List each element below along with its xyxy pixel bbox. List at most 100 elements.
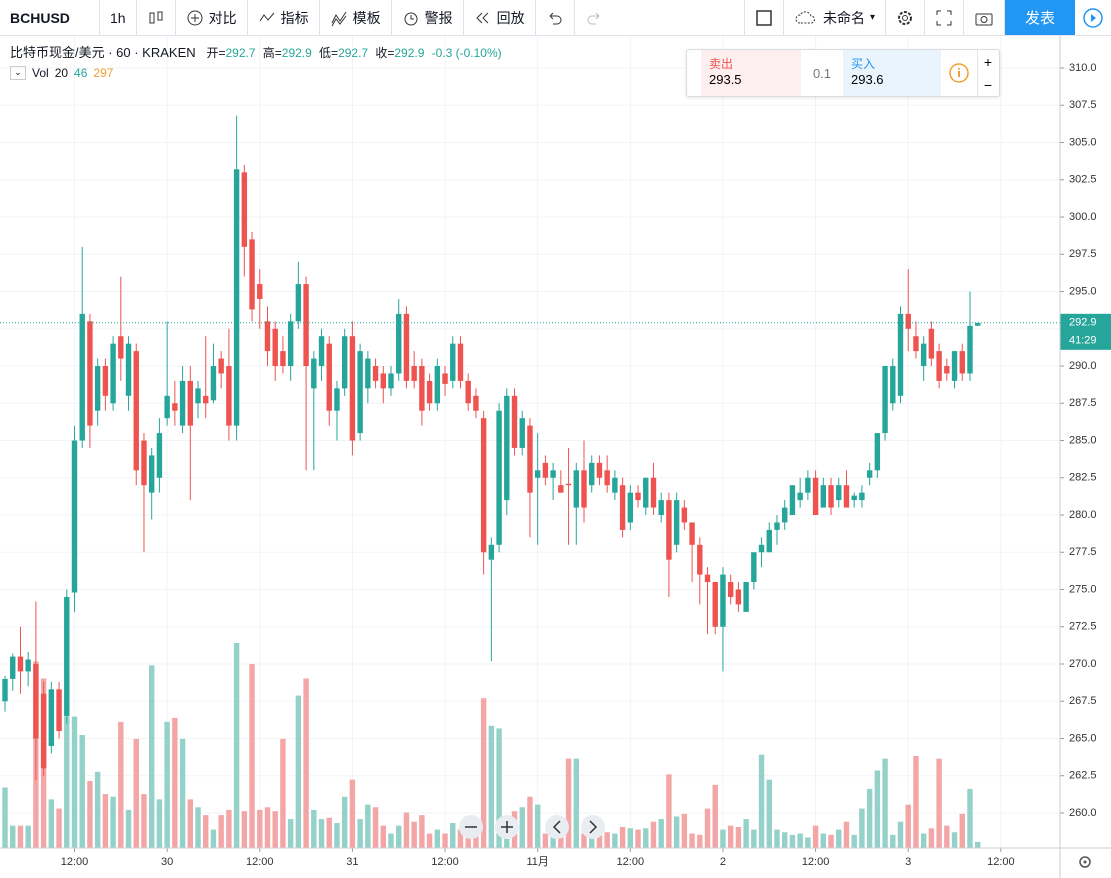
volume-bar — [581, 833, 587, 848]
volume-bar — [573, 758, 579, 848]
candle-body — [836, 485, 842, 501]
collapse-button[interactable]: ⌄ — [10, 66, 26, 80]
y-tick-label: 287.5 — [1069, 397, 1097, 409]
replay[interactable]: 回放 — [464, 0, 536, 35]
volume-bar — [766, 779, 772, 848]
candle-body — [480, 418, 487, 553]
candle-body — [859, 492, 865, 501]
volume-bar — [751, 829, 757, 848]
candle-body — [697, 544, 703, 575]
sell-label: 卖出 — [709, 57, 734, 71]
sell-box[interactable]: 卖出 293.5 — [701, 50, 801, 96]
candle-body — [550, 470, 556, 478]
volume-bar — [944, 825, 950, 848]
alert[interactable]: 警报 — [392, 0, 464, 35]
qty-buttons[interactable]: + − — [977, 50, 998, 96]
play-button[interactable] — [1075, 0, 1111, 35]
templates[interactable]: 模板 — [320, 0, 392, 35]
volume-bar — [210, 829, 217, 848]
low-value: 292.7 — [338, 46, 369, 60]
candle-body — [334, 388, 340, 411]
volume-bar — [403, 812, 410, 848]
candle-body — [411, 366, 417, 381]
candle-body — [141, 440, 147, 486]
candle-body — [133, 351, 139, 471]
x-tick-label: 11月 — [526, 856, 548, 868]
candle-body — [148, 455, 155, 493]
candle-body — [349, 336, 356, 441]
candle-body — [218, 358, 224, 374]
volume-bar — [272, 811, 278, 848]
chart-style[interactable] — [137, 0, 176, 35]
volume-bar — [612, 833, 618, 848]
volume-bar — [542, 833, 549, 848]
volume-bar — [643, 828, 649, 848]
layout-toggle[interactable] — [743, 0, 784, 35]
candle-body — [48, 689, 55, 746]
volume-bar — [426, 833, 433, 848]
candle-body — [179, 380, 186, 426]
candle-body — [573, 470, 579, 508]
volume-bar — [558, 833, 564, 848]
candle-body — [542, 462, 549, 478]
x-tick-label: 12:00 — [987, 856, 1015, 868]
volume-bar — [828, 834, 834, 848]
volume-bar — [172, 717, 178, 848]
y-tick-label: 282.5 — [1069, 472, 1097, 484]
fullscreen[interactable] — [925, 0, 964, 35]
undo[interactable] — [536, 0, 575, 35]
layout-name[interactable]: 未命名 ▾ — [784, 0, 886, 35]
volume-bar — [527, 796, 533, 848]
volume-bar — [758, 754, 765, 848]
settings-icon[interactable] — [1079, 856, 1091, 868]
settings[interactable] — [886, 0, 925, 35]
scroll-left-button[interactable] — [545, 815, 569, 839]
volume-bar — [905, 804, 911, 848]
y-tick-label: 300.0 — [1069, 211, 1097, 223]
candle-body — [295, 284, 302, 322]
indicators[interactable]: 指标 — [248, 0, 320, 35]
volume-bar — [928, 828, 935, 848]
volume-bar — [334, 823, 340, 848]
y-tick-label: 260.0 — [1069, 807, 1097, 819]
publish-button[interactable]: 发表 — [1005, 0, 1075, 35]
candle-body — [287, 321, 294, 367]
x-tick-label: 12:00 — [802, 856, 830, 868]
close-label: 收= — [375, 46, 395, 60]
x-tick-label: 12:00 — [61, 856, 89, 868]
volume-bar — [820, 833, 827, 848]
candle-body — [511, 395, 518, 448]
volume-bar — [396, 825, 402, 848]
candle-body — [820, 485, 827, 508]
candle-body — [365, 358, 371, 389]
volume-bar — [326, 817, 332, 848]
zoom-in-button[interactable] — [495, 815, 519, 839]
candle-body — [519, 418, 525, 448]
candle-body — [357, 351, 363, 434]
volume-bar — [365, 804, 371, 848]
volume-bar — [218, 815, 224, 848]
info-icon[interactable] — [941, 50, 977, 96]
compare[interactable]: 对比 — [176, 0, 248, 35]
zoom-out-button[interactable] — [459, 815, 483, 839]
y-tick-label: 295.0 — [1069, 285, 1097, 297]
volume-bar — [17, 825, 24, 848]
candle-body — [403, 313, 410, 381]
legend: 比特币现金/美元 · 60 · KRAKEN 开=292.7 高=292.9 低… — [10, 42, 502, 61]
volume-bar — [859, 808, 865, 848]
scroll-right-button[interactable] — [581, 815, 605, 839]
volume-bar — [311, 809, 317, 848]
candle-body — [303, 284, 309, 367]
redo[interactable] — [575, 0, 613, 35]
candle-body — [2, 678, 8, 702]
snapshot[interactable] — [964, 0, 1005, 35]
volume-bar — [789, 834, 796, 848]
symbol[interactable]: BCHUSD — [0, 0, 100, 35]
interval[interactable]: 1h — [100, 0, 137, 35]
candle-body — [318, 336, 325, 367]
y-tick-label: 310.0 — [1069, 62, 1097, 74]
countdown: 41:29 — [1069, 335, 1097, 347]
buy-box[interactable]: 买入 293.6 — [843, 50, 941, 96]
volume-bar — [118, 721, 124, 848]
candle-body — [71, 440, 78, 593]
